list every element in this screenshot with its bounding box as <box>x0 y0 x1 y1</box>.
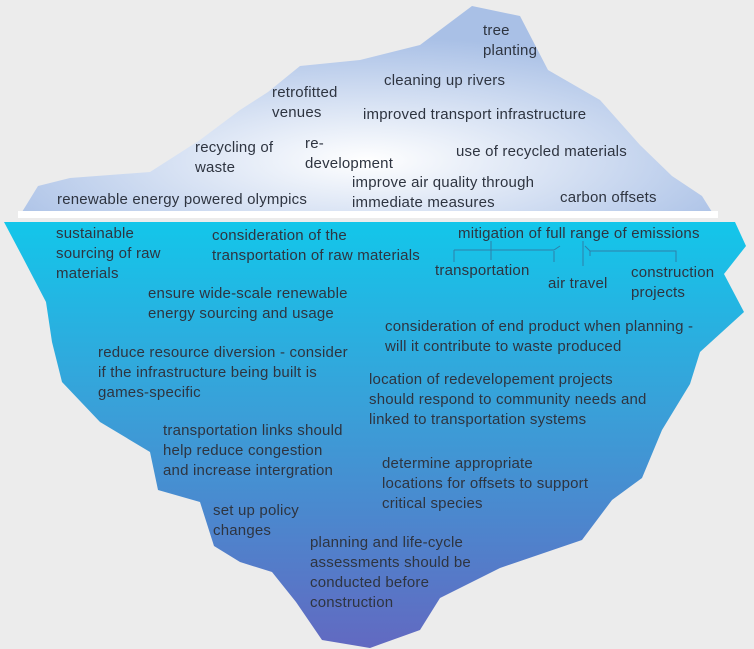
emissions-bracket <box>453 241 677 266</box>
label-end-product: consideration of end product when planni… <box>385 318 694 355</box>
label-carbon-offsets: carbon offsets <box>560 189 657 206</box>
label-life-cycle: planning and life-cycle assessments shou… <box>310 534 471 611</box>
water-line <box>18 211 718 218</box>
label-mitigation-emissions: mitigation of full range of emissions <box>458 225 700 242</box>
label-construction-projects: construction projects <box>631 264 715 301</box>
label-recycling-waste: recycling of waste <box>195 139 274 176</box>
label-renewable-olympics: renewable energy powered olympics <box>57 191 308 208</box>
label-transportation-links: transportation links should help reduce … <box>163 422 343 479</box>
label-redevelopment: re- development <box>305 135 394 172</box>
label-cleaning-rivers: cleaning up rivers <box>384 72 506 89</box>
label-offset-locations: determine appropriate locations for offs… <box>382 455 589 512</box>
label-raw-transport: consideration of the transportation of r… <box>212 227 420 264</box>
label-air-travel: air travel <box>548 275 608 292</box>
label-retrofitted-venues: retrofitted venues <box>272 84 338 121</box>
label-renewable-sourcing: ensure wide-scale renewable energy sourc… <box>148 285 348 322</box>
iceberg-above-water <box>22 6 712 212</box>
label-redevelopment-location: location of redevelopement projects shou… <box>369 371 647 428</box>
label-resource-diversion: reduce resource diversion - consider if … <box>98 344 348 401</box>
label-recycled-materials: use of recycled materials <box>456 143 627 160</box>
label-transportation: transportation <box>435 262 530 279</box>
iceberg-below-water <box>4 222 746 648</box>
label-tree-planting: tree planting <box>483 22 538 59</box>
label-policy-changes: set up policy changes <box>213 502 299 539</box>
label-air-quality: improve air quality through immediate me… <box>352 174 535 211</box>
label-sustainable-sourcing: sustainable sourcing of raw materials <box>56 225 161 282</box>
label-transport-infrastructure: improved transport infrastructure <box>363 106 587 123</box>
